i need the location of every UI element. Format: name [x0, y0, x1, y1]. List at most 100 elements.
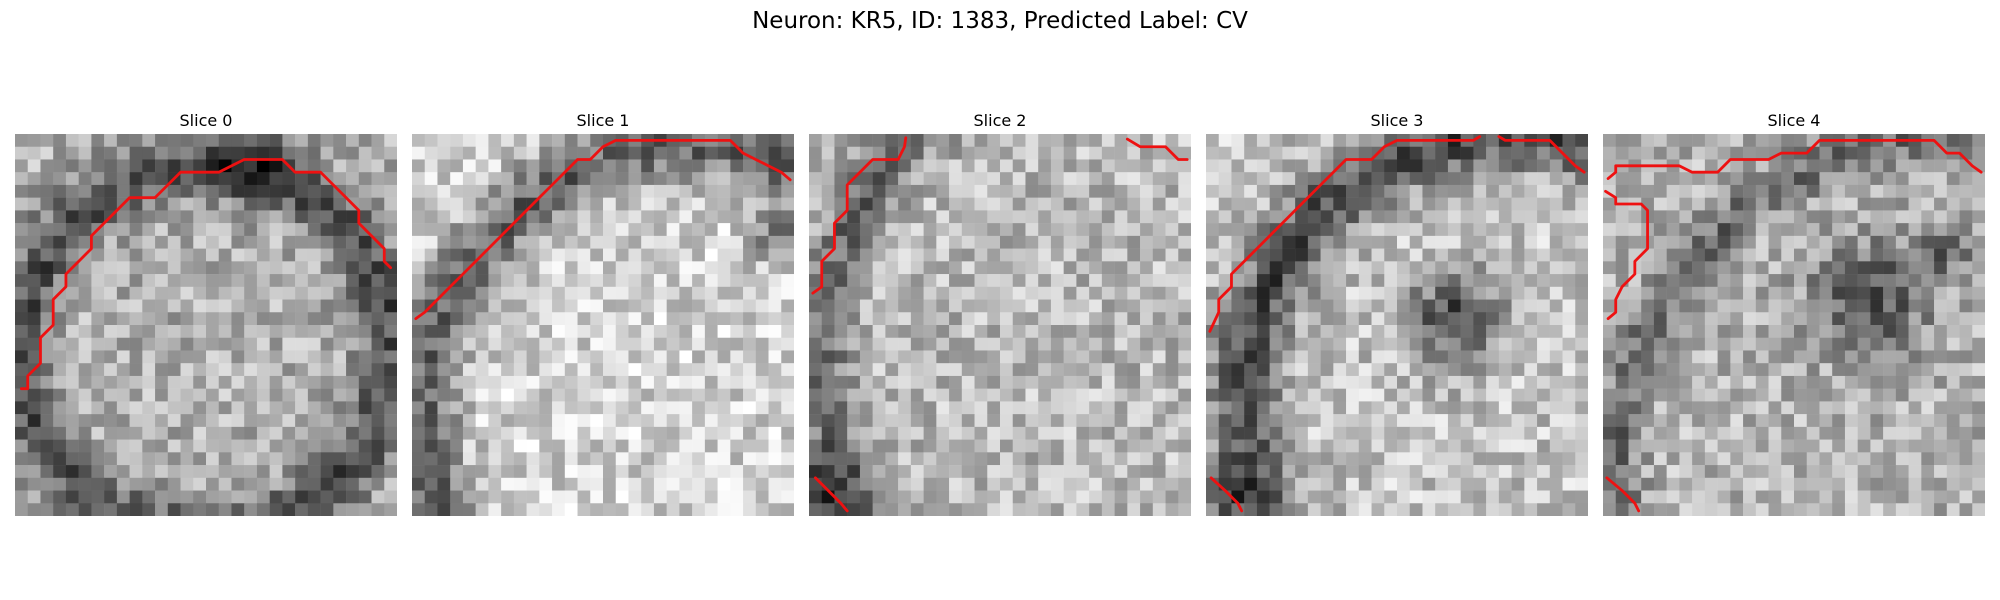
pixel — [1295, 363, 1309, 377]
pixel — [1857, 363, 1871, 377]
pixel — [333, 426, 347, 440]
pixel — [1282, 235, 1296, 249]
pixel — [910, 375, 924, 389]
pixel — [1397, 375, 1410, 389]
pixel — [282, 439, 296, 453]
pixel — [1358, 197, 1372, 211]
pixel — [180, 197, 194, 211]
pixel — [91, 286, 105, 300]
pixel — [1549, 235, 1563, 249]
pixel — [1050, 426, 1064, 440]
pixel — [462, 184, 476, 198]
pixel — [513, 197, 527, 211]
pixel — [1038, 426, 1052, 440]
pixel — [1140, 286, 1154, 300]
pixel — [1498, 235, 1512, 249]
pixel — [1844, 350, 1858, 364]
pixel — [167, 388, 181, 402]
pixel — [603, 490, 616, 504]
pixel — [116, 248, 130, 262]
pixel — [450, 363, 464, 377]
pixel — [1089, 261, 1103, 275]
pixel — [923, 248, 937, 262]
pixel — [1603, 388, 1616, 402]
pixel — [755, 248, 769, 262]
pixel — [488, 337, 502, 351]
pixel — [501, 465, 515, 479]
pixel — [218, 426, 232, 440]
pixel — [78, 439, 92, 453]
pixel — [730, 414, 744, 428]
pixel — [1384, 465, 1398, 479]
pixel — [104, 452, 118, 466]
pixel — [1895, 337, 1909, 351]
pixel — [1152, 248, 1166, 262]
pixel — [333, 197, 347, 211]
pixel — [834, 312, 848, 326]
pixel — [1384, 184, 1398, 198]
pixel — [1921, 235, 1935, 249]
pixel — [1692, 426, 1706, 440]
pixel — [1358, 465, 1372, 479]
pixel — [1946, 439, 1960, 453]
pixel — [1178, 325, 1191, 338]
pixel — [320, 337, 334, 351]
pixel — [1870, 375, 1884, 389]
pixel — [974, 503, 988, 516]
pixel — [1346, 172, 1360, 186]
pixel — [244, 452, 258, 466]
pixel — [450, 350, 464, 364]
pixel — [193, 172, 207, 186]
pixel — [1832, 490, 1846, 504]
pixel — [847, 223, 861, 237]
pixel — [424, 159, 438, 173]
pixel — [1050, 210, 1064, 224]
pixel — [1460, 363, 1474, 377]
pixel — [603, 426, 616, 440]
pixel — [834, 477, 848, 491]
pixel — [1218, 248, 1232, 262]
pixel — [78, 172, 92, 186]
pixel — [1562, 184, 1576, 198]
pixel — [1603, 325, 1616, 338]
pixel — [167, 439, 181, 453]
pixel — [1934, 503, 1948, 516]
pixel — [564, 490, 578, 504]
pixel — [809, 401, 822, 415]
pixel — [206, 465, 219, 479]
pixel — [577, 465, 591, 479]
pixel — [78, 363, 92, 377]
pixel — [564, 337, 578, 351]
pixel — [1460, 350, 1474, 364]
pixel — [1895, 286, 1909, 300]
pixel — [1165, 388, 1179, 402]
pixel — [1549, 439, 1563, 453]
pixel — [615, 375, 629, 389]
pixel — [1781, 159, 1795, 173]
pixel — [1730, 261, 1744, 275]
pixel — [628, 299, 642, 313]
pixel — [180, 401, 194, 415]
pixel — [371, 197, 385, 211]
pixel — [1358, 210, 1372, 224]
pixel — [1832, 414, 1846, 428]
pixel — [1562, 439, 1576, 453]
pixel — [358, 312, 372, 326]
pixel — [1704, 134, 1718, 147]
pixel — [1794, 401, 1807, 415]
pixel — [1089, 337, 1103, 351]
pixel — [1946, 490, 1960, 504]
pixel — [1704, 325, 1718, 338]
pixel — [358, 477, 372, 491]
pixel — [475, 312, 489, 326]
pixel — [1269, 286, 1283, 300]
pixel — [974, 388, 988, 402]
pixel — [282, 184, 296, 198]
pixel — [450, 184, 464, 198]
pixel — [1666, 452, 1680, 466]
pixel — [501, 248, 515, 262]
pixel — [1307, 286, 1321, 300]
pixel — [1140, 477, 1154, 491]
pixel — [1371, 452, 1385, 466]
pixel — [193, 184, 207, 198]
